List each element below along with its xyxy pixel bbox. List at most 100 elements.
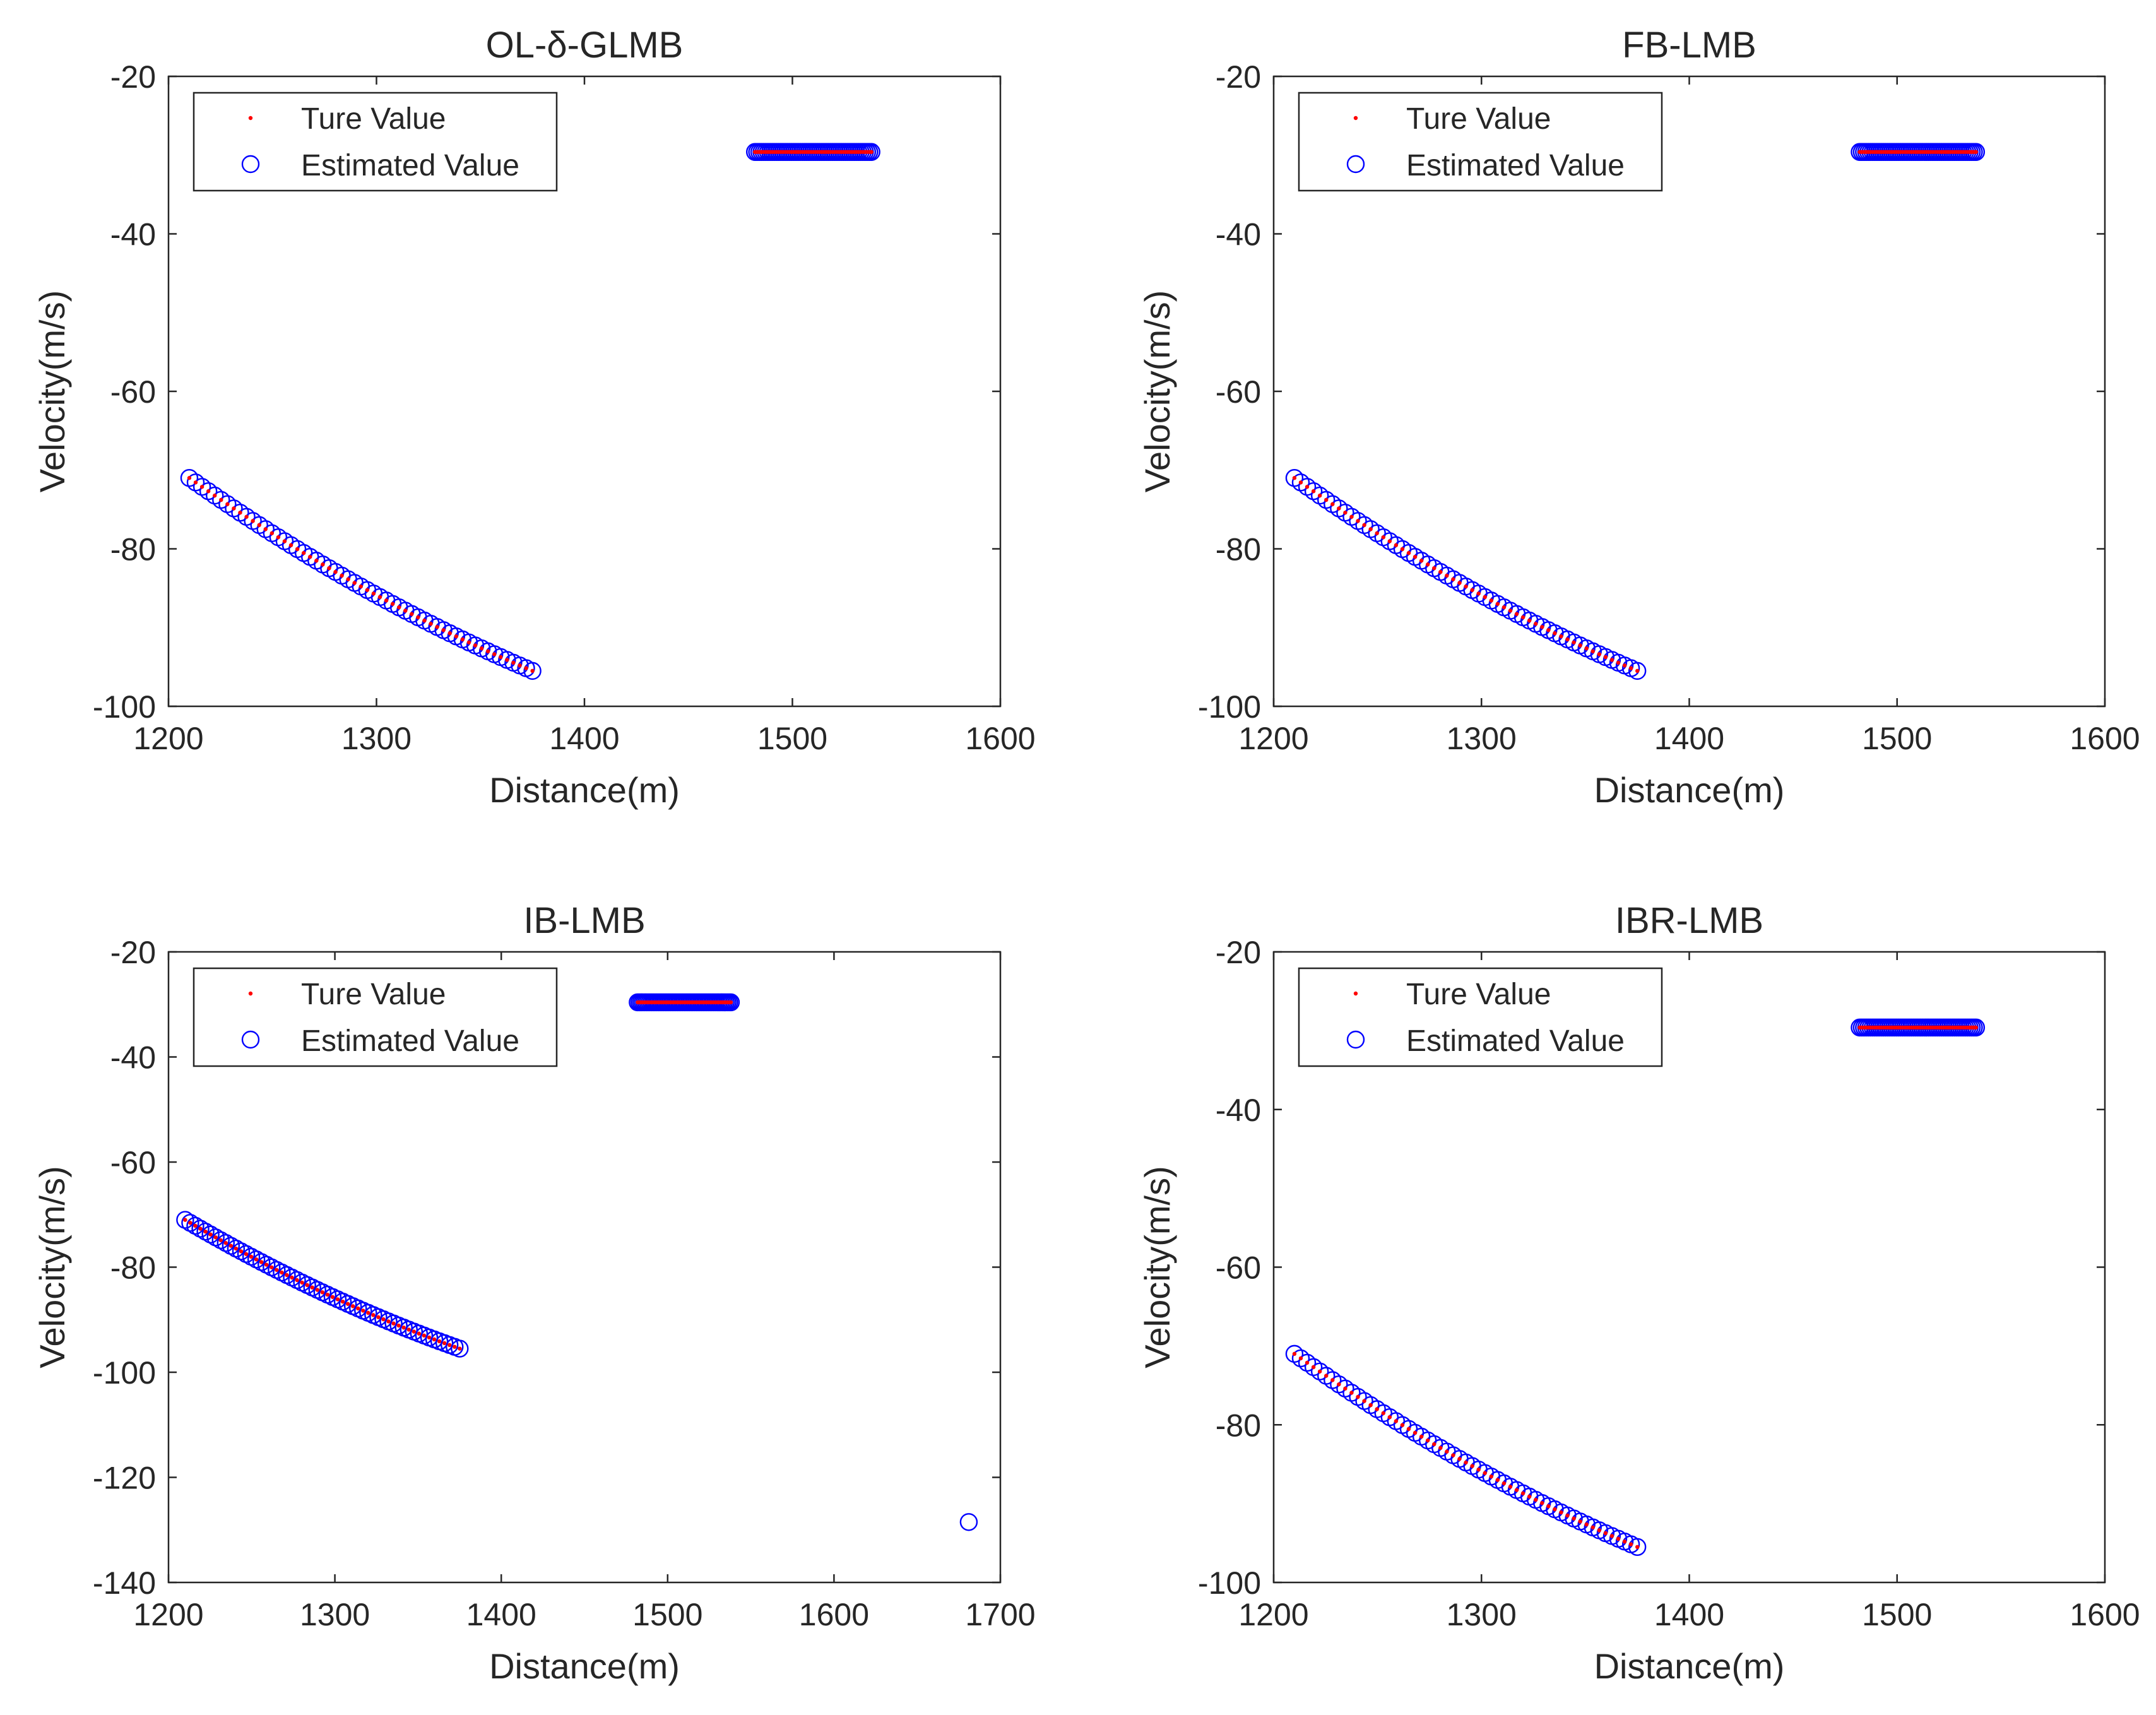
- legend-entry-ture-value: Ture Value: [1406, 102, 1551, 136]
- true-point: [1476, 1467, 1481, 1472]
- true-point: [1974, 150, 1979, 154]
- true-point: [1553, 1507, 1557, 1512]
- estimated-point: [1298, 1353, 1317, 1372]
- true-point: [492, 652, 497, 656]
- estimated-point: [1291, 1349, 1310, 1368]
- true-point: [1572, 1516, 1576, 1521]
- legend-estimated-marker: [241, 155, 260, 174]
- true-point: [199, 485, 204, 489]
- estimated-point: [1310, 486, 1329, 505]
- true-point: [310, 1285, 314, 1290]
- x-tick-label: 1400: [1654, 721, 1724, 756]
- x-tick-label: 1500: [1862, 721, 1932, 756]
- y-tick-label: -40: [1216, 1093, 1261, 1128]
- true-point: [435, 625, 439, 629]
- true-point: [1356, 1394, 1360, 1399]
- estimated-point: [1317, 490, 1336, 509]
- true-point: [427, 1335, 432, 1340]
- estimated-point: [523, 662, 542, 680]
- estimated-point: [191, 1219, 210, 1238]
- true-point: [330, 1295, 335, 1299]
- true-point: [1508, 1485, 1513, 1489]
- x-tick-label: 1500: [632, 1597, 702, 1632]
- x-tick-label: 1400: [549, 721, 619, 756]
- true-point: [193, 1223, 198, 1228]
- true-point: [333, 569, 338, 574]
- true-point: [1413, 1430, 1418, 1435]
- true-point: [295, 1278, 299, 1283]
- true-point: [1298, 480, 1303, 485]
- true-point: [1495, 1478, 1500, 1482]
- y-axis-label: Velocity(m/s): [1137, 290, 1177, 493]
- legend-entry-ture-value: Ture Value: [301, 102, 446, 136]
- true-point: [1387, 539, 1392, 543]
- true-point: [366, 1310, 370, 1315]
- true-point: [1394, 1419, 1399, 1423]
- x-tick-label: 1700: [965, 1597, 1035, 1632]
- series-estimated-value: [180, 143, 880, 680]
- true-point: [239, 1249, 244, 1254]
- true-point: [1534, 622, 1538, 626]
- true-point: [403, 608, 408, 613]
- true-point: [254, 1257, 259, 1262]
- y-tick-label: -40: [110, 1040, 156, 1076]
- x-tick-label: 1200: [1238, 1597, 1308, 1632]
- chart-title: FB-LMB: [1622, 25, 1756, 66]
- true-point: [1451, 577, 1455, 581]
- x-tick-label: 1600: [2070, 721, 2140, 756]
- true-point: [1974, 1025, 1979, 1030]
- true-point: [238, 510, 242, 515]
- true-point: [458, 1346, 462, 1351]
- true-point: [361, 1309, 365, 1313]
- y-tick-label: -60: [1216, 374, 1261, 410]
- y-tick-label: -20: [110, 59, 156, 95]
- true-point: [1375, 1407, 1379, 1411]
- true-point: [1356, 519, 1360, 523]
- true-point: [1425, 1438, 1430, 1443]
- y-tick-label: -100: [1198, 689, 1261, 725]
- true-point: [198, 1226, 203, 1231]
- true-point: [390, 602, 395, 606]
- estimated-point: [201, 1225, 220, 1243]
- estimated-point: [206, 486, 224, 505]
- true-point: [422, 618, 427, 623]
- series-ture-value: [183, 1000, 733, 1351]
- true-point: [1635, 1545, 1640, 1550]
- true-point: [1362, 1399, 1366, 1403]
- true-point: [1305, 1360, 1310, 1365]
- estimated-point: [451, 1339, 469, 1358]
- true-point: [1451, 1453, 1455, 1457]
- x-tick-label: 1300: [1447, 721, 1517, 756]
- true-point: [442, 1341, 447, 1346]
- true-point: [1520, 615, 1525, 620]
- true-point: [1597, 652, 1602, 656]
- legend-box: [1298, 967, 1663, 1067]
- true-point: [437, 1339, 442, 1344]
- true-point: [454, 634, 459, 639]
- true-point: [1305, 485, 1310, 489]
- true-point: [280, 1270, 284, 1275]
- estimated-point: [206, 1228, 225, 1247]
- x-tick-label: 1300: [341, 721, 412, 756]
- estimated-point: [222, 1237, 240, 1255]
- true-point: [1368, 527, 1373, 531]
- legend-entry-estimated-value: Estimated Value: [1406, 149, 1625, 182]
- true-point: [376, 1315, 381, 1319]
- true-point: [1387, 1415, 1392, 1420]
- panel-fb-lmb: FB-LMB 1200 1300 1400 1500 1600 -20 -40 -60 -80 -1…: [1137, 25, 2140, 810]
- y-tick-label: -40: [110, 217, 156, 252]
- legend: Ture Value Estimated Value: [192, 967, 558, 1067]
- estimated-point: [1628, 662, 1647, 680]
- true-point: [473, 643, 478, 648]
- true-point: [325, 1292, 330, 1297]
- estimated-point: [176, 1211, 194, 1229]
- true-point: [218, 1238, 223, 1242]
- true-point: [1616, 660, 1621, 665]
- true-point: [1584, 1522, 1589, 1527]
- true-point: [1609, 1534, 1614, 1538]
- true-point: [270, 531, 275, 535]
- legend-entry-ture-value: Ture Value: [301, 978, 446, 1011]
- true-point: [1578, 1519, 1582, 1524]
- estimated-point: [192, 478, 211, 496]
- true-point: [1292, 476, 1297, 480]
